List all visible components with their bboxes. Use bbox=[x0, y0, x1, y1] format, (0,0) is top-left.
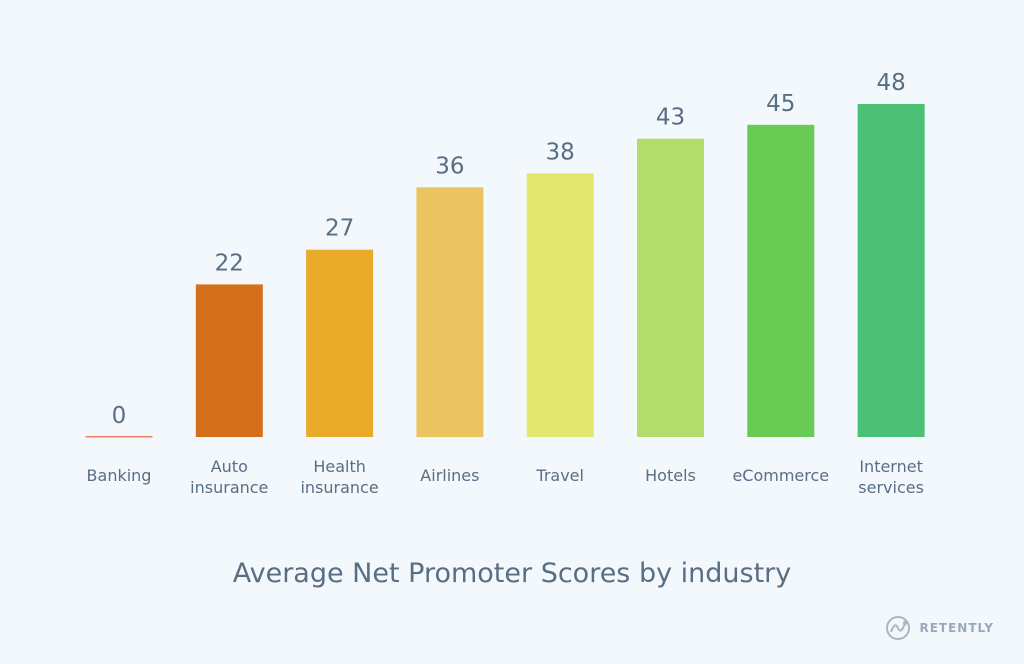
bar-group: 27 Health insurance bbox=[300, 216, 378, 497]
chart-title: Average Net Promoter Scores by industry bbox=[232, 558, 792, 589]
bar bbox=[857, 104, 925, 437]
brand-name: RETENTLY bbox=[919, 621, 994, 635]
category-label: Internet services bbox=[858, 457, 924, 497]
data-label: 22 bbox=[215, 250, 244, 276]
category-label: Auto insurance bbox=[190, 457, 268, 497]
category-label: Airlines bbox=[420, 466, 479, 485]
bar-group: 38 Travel bbox=[526, 139, 594, 485]
data-label: 27 bbox=[325, 216, 354, 242]
bar bbox=[195, 284, 263, 437]
data-label: 0 bbox=[112, 403, 127, 429]
bar-group: 48 Internet services bbox=[857, 70, 925, 497]
bar-group: 22 Auto insurance bbox=[190, 250, 268, 497]
category-label: Banking bbox=[87, 466, 152, 485]
data-label: 48 bbox=[876, 70, 905, 96]
data-label: 45 bbox=[766, 91, 795, 117]
data-label: 38 bbox=[546, 139, 575, 165]
data-label: 43 bbox=[656, 105, 685, 131]
category-label: Hotels bbox=[645, 466, 696, 485]
category-label: Health insurance bbox=[300, 457, 378, 497]
bar bbox=[637, 138, 704, 437]
bar-chart: 0 Banking 22 Auto insurance 27 Health insurance… bbox=[85, 70, 925, 497]
bar-group: 45 eCommerce bbox=[732, 91, 829, 485]
data-label: 36 bbox=[435, 153, 464, 179]
bar-group: 36 Airlines bbox=[416, 153, 484, 485]
bar-group: 43 Hotels bbox=[637, 105, 704, 485]
retently-logo-icon bbox=[886, 616, 911, 640]
category-label: eCommerce bbox=[732, 466, 829, 485]
bar bbox=[416, 187, 484, 438]
bar-group: 0 Banking bbox=[85, 403, 153, 485]
bar bbox=[85, 436, 153, 438]
bar bbox=[306, 249, 374, 437]
bar bbox=[526, 173, 594, 437]
category-label: Travel bbox=[535, 466, 584, 485]
brand-logo: RETENTLY bbox=[883, 615, 994, 641]
bar bbox=[747, 124, 815, 438]
